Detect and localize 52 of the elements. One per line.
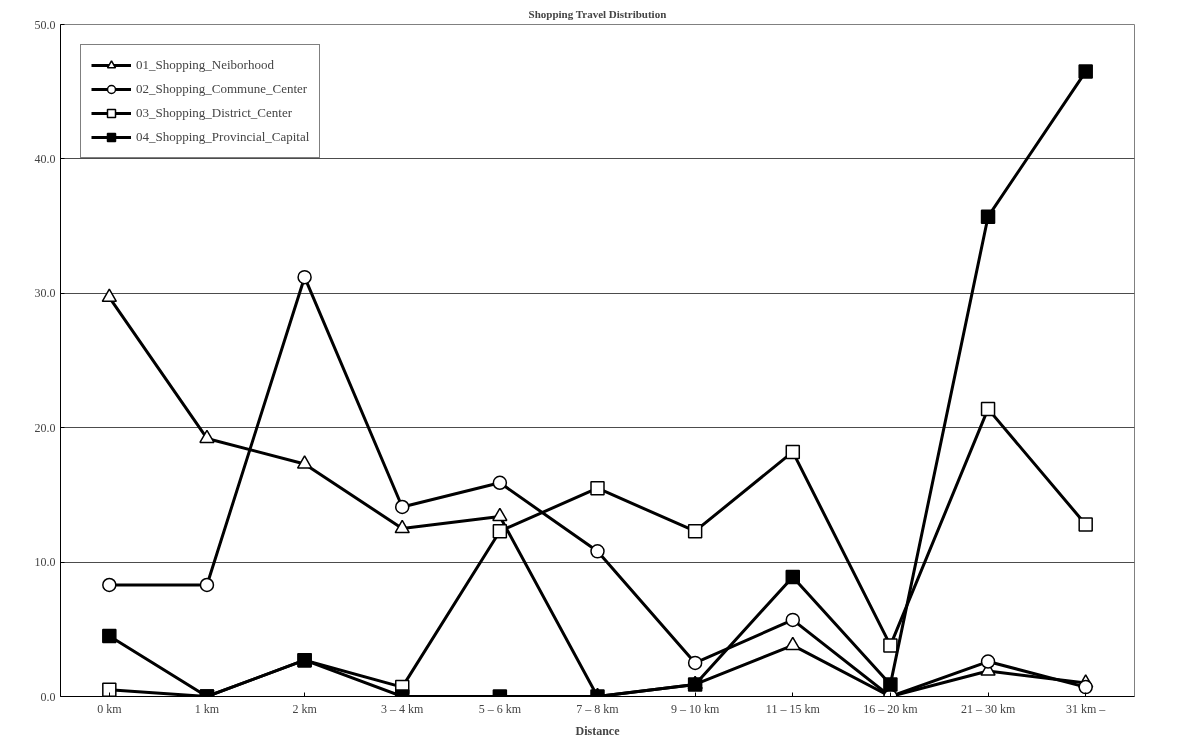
- legend-label: 03_Shopping_District_Center: [136, 105, 292, 121]
- y-tick-label: 30.0: [34, 286, 56, 301]
- x-tick-label: 11 – 15 km: [765, 701, 821, 716]
- x-tick-label: 5 – 6 km: [478, 701, 522, 716]
- point: [1078, 64, 1093, 79]
- x-tick-label: 16 – 20 km: [863, 701, 919, 716]
- point: [101, 288, 118, 303]
- y-tick-label: 40.0: [34, 151, 56, 166]
- point: [102, 682, 117, 697]
- point: [785, 444, 801, 460]
- point: [883, 638, 898, 653]
- point: [199, 577, 215, 593]
- point: [980, 401, 996, 417]
- chart-title: Shopping Travel Distribution: [528, 7, 667, 20]
- x-tick-label: 2 km: [292, 701, 318, 716]
- point: [785, 569, 801, 585]
- point: [590, 480, 605, 496]
- y-tick-label: 10.0: [34, 555, 56, 570]
- point: [492, 507, 508, 522]
- point: [199, 429, 215, 444]
- point: [297, 269, 312, 285]
- x-tick-label: 21 – 30 km: [960, 701, 1016, 716]
- point: [296, 455, 313, 469]
- point: [394, 519, 410, 534]
- point: [394, 499, 410, 515]
- point: [492, 523, 508, 539]
- x-tick-label: 0 km: [97, 701, 123, 716]
- point: [102, 628, 117, 644]
- point: [883, 677, 898, 692]
- point: [785, 612, 801, 628]
- point: [980, 209, 996, 224]
- legend-label: 02_Shopping_Commune_Center: [136, 81, 308, 97]
- y-tick-label: 0.0: [40, 689, 56, 704]
- point: [590, 544, 605, 559]
- point: [492, 475, 508, 491]
- legend-label: 04_Shopping_Provincial_Capital: [136, 129, 310, 145]
- point: [102, 577, 117, 593]
- point: [687, 523, 703, 539]
- x-axis-title: Distance: [575, 723, 621, 738]
- x-tick-label: 9 – 10 km: [670, 701, 720, 716]
- point: [1078, 517, 1093, 532]
- x-tick-label: 3 – 4 km: [381, 701, 425, 716]
- point: [1078, 679, 1093, 695]
- y-tick-label: 50.0: [34, 17, 56, 32]
- point: [785, 636, 801, 651]
- legend-label: 01_Shopping_Neiborhood: [136, 57, 274, 73]
- x-tick-label: 31 km –: [1066, 701, 1107, 716]
- point: [687, 655, 703, 671]
- y-tick-label: 20.0: [34, 420, 56, 435]
- x-tick-label: 7 – 8 km: [576, 701, 620, 716]
- point: [980, 654, 996, 669]
- x-tick-label: 1 km: [194, 701, 220, 716]
